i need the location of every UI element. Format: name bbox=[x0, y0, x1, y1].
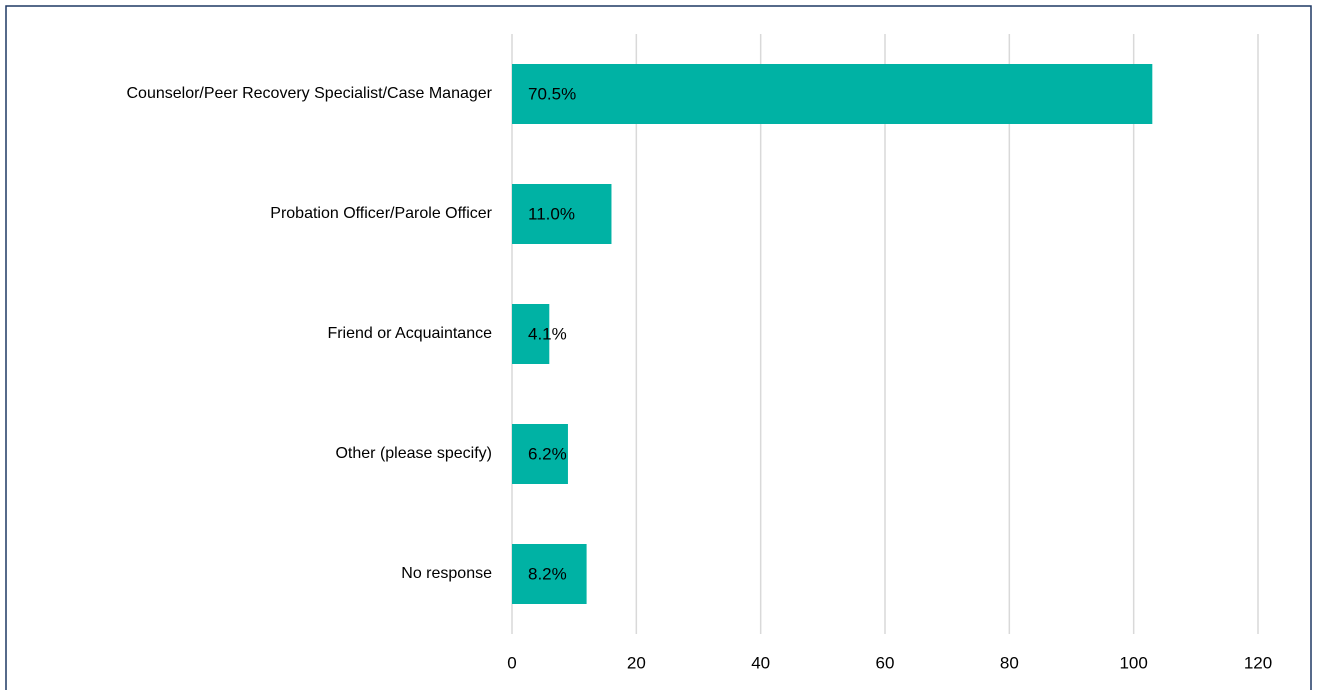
bar bbox=[512, 64, 1153, 124]
value-label: 11.0% bbox=[528, 204, 575, 223]
x-tick-label: 20 bbox=[627, 653, 646, 672]
bar bbox=[512, 304, 550, 364]
bar bbox=[512, 544, 587, 604]
value-label: 8.2% bbox=[528, 564, 567, 583]
x-tick-label: 60 bbox=[876, 653, 895, 672]
x-tick-label: 120 bbox=[1244, 653, 1272, 672]
y-tick-label: Other (please specify) bbox=[335, 445, 492, 462]
y-tick-label: No response bbox=[401, 565, 492, 582]
y-tick-label: Friend or Acquaintance bbox=[327, 325, 492, 342]
y-tick-label: Counselor/Peer Recovery Specialist/Case … bbox=[126, 85, 492, 102]
value-label: 4.1% bbox=[528, 324, 567, 343]
x-tick-label: 100 bbox=[1119, 653, 1147, 672]
y-tick-label: Probation Officer/Parole Officer bbox=[270, 205, 492, 222]
x-tick-label: 80 bbox=[1000, 653, 1019, 672]
x-tick-label: 40 bbox=[751, 653, 770, 672]
value-label: 70.5% bbox=[528, 84, 576, 103]
bar bbox=[512, 184, 612, 244]
frame bbox=[5, 5, 1312, 690]
bar bbox=[512, 424, 568, 484]
value-label: 6.2% bbox=[528, 444, 567, 463]
x-tick-label: 0 bbox=[507, 653, 516, 672]
